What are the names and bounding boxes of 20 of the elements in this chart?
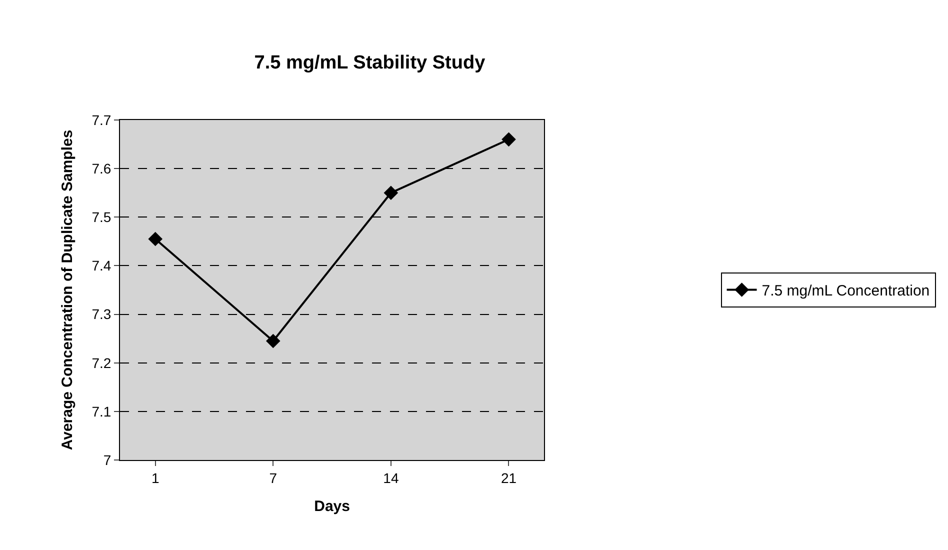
- chart-title: 7.5 mg/mL Stability Study: [254, 52, 486, 74]
- x-tick-label: 21: [500, 470, 517, 486]
- point: [266, 334, 280, 348]
- legend-label: 7.5 mg/mL Concentration: [762, 282, 930, 300]
- y-tick-label: 7.7: [92, 112, 112, 128]
- y-axis-title: Average Concentration of Duplicate Samples: [58, 130, 76, 450]
- x-tick-label: 7: [269, 470, 278, 486]
- y-tick-label: 7: [103, 452, 112, 468]
- x-axis-title: Days: [314, 498, 350, 515]
- point: [502, 132, 516, 147]
- y-tick-label: 7.3: [92, 306, 112, 322]
- point: [148, 232, 162, 246]
- x-tick-label: 14: [383, 470, 399, 486]
- point: [384, 186, 398, 200]
- x-tick-label: 1: [151, 470, 160, 486]
- y-tick-label: 7.6: [92, 160, 112, 176]
- y-tick-label: 7.2: [92, 354, 112, 371]
- y-tick-label: 7.4: [92, 258, 112, 274]
- y-tick-label: 7.1: [92, 403, 112, 420]
- y-tick-label: 7.5: [92, 209, 112, 226]
